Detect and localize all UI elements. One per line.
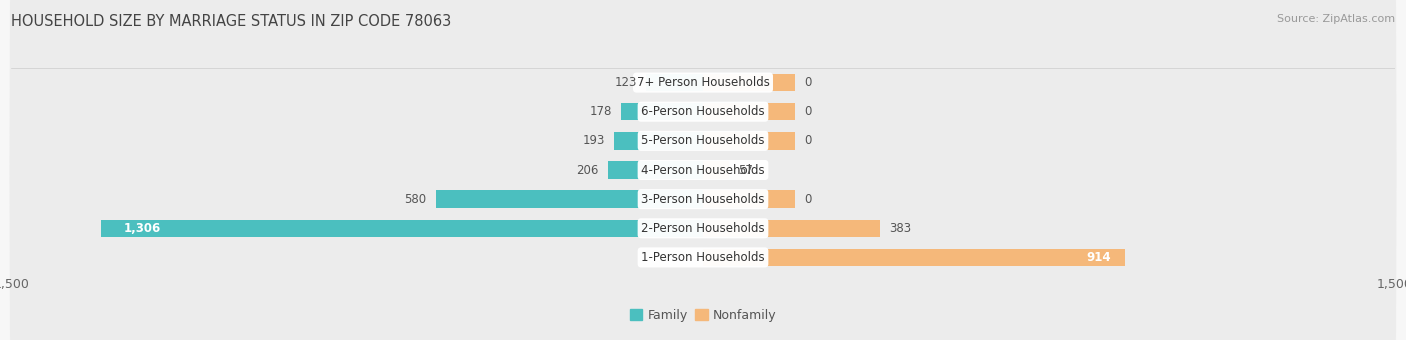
- Bar: [703, 220, 880, 237]
- FancyBboxPatch shape: [10, 0, 1396, 298]
- Text: 0: 0: [804, 76, 811, 89]
- FancyBboxPatch shape: [10, 0, 1396, 327]
- Bar: [703, 74, 796, 91]
- Text: 206: 206: [576, 164, 599, 176]
- Bar: [647, 74, 703, 91]
- Text: 383: 383: [889, 222, 911, 235]
- Text: 193: 193: [582, 134, 605, 147]
- Text: 1-Person Households: 1-Person Households: [641, 251, 765, 264]
- Bar: [621, 103, 703, 120]
- FancyBboxPatch shape: [10, 0, 1396, 340]
- Bar: [703, 161, 730, 179]
- Text: 0: 0: [804, 193, 811, 206]
- Text: 6-Person Households: 6-Person Households: [641, 105, 765, 118]
- Text: 5-Person Households: 5-Person Households: [641, 134, 765, 147]
- Text: 4-Person Households: 4-Person Households: [641, 164, 765, 176]
- Text: 0: 0: [804, 105, 811, 118]
- Text: 7+ Person Households: 7+ Person Households: [637, 76, 769, 89]
- Text: 2-Person Households: 2-Person Households: [641, 222, 765, 235]
- Bar: [614, 132, 703, 150]
- Text: HOUSEHOLD SIZE BY MARRIAGE STATUS IN ZIP CODE 78063: HOUSEHOLD SIZE BY MARRIAGE STATUS IN ZIP…: [11, 14, 451, 29]
- Text: 57: 57: [738, 164, 754, 176]
- Text: 178: 178: [589, 105, 612, 118]
- Bar: [436, 190, 703, 208]
- Text: 580: 580: [404, 193, 426, 206]
- Text: Source: ZipAtlas.com: Source: ZipAtlas.com: [1277, 14, 1395, 23]
- Text: 0: 0: [804, 134, 811, 147]
- Legend: Family, Nonfamily: Family, Nonfamily: [624, 304, 782, 327]
- Text: 1,306: 1,306: [124, 222, 162, 235]
- Bar: [703, 190, 796, 208]
- FancyBboxPatch shape: [10, 71, 1396, 340]
- Bar: [101, 220, 703, 237]
- FancyBboxPatch shape: [10, 42, 1396, 340]
- Bar: [607, 161, 703, 179]
- Text: 3-Person Households: 3-Person Households: [641, 193, 765, 206]
- Bar: [703, 103, 796, 120]
- FancyBboxPatch shape: [10, 0, 1396, 269]
- Bar: [703, 132, 796, 150]
- Bar: [703, 249, 1125, 266]
- FancyBboxPatch shape: [10, 13, 1396, 340]
- Text: 914: 914: [1085, 251, 1111, 264]
- Text: 123: 123: [614, 76, 637, 89]
